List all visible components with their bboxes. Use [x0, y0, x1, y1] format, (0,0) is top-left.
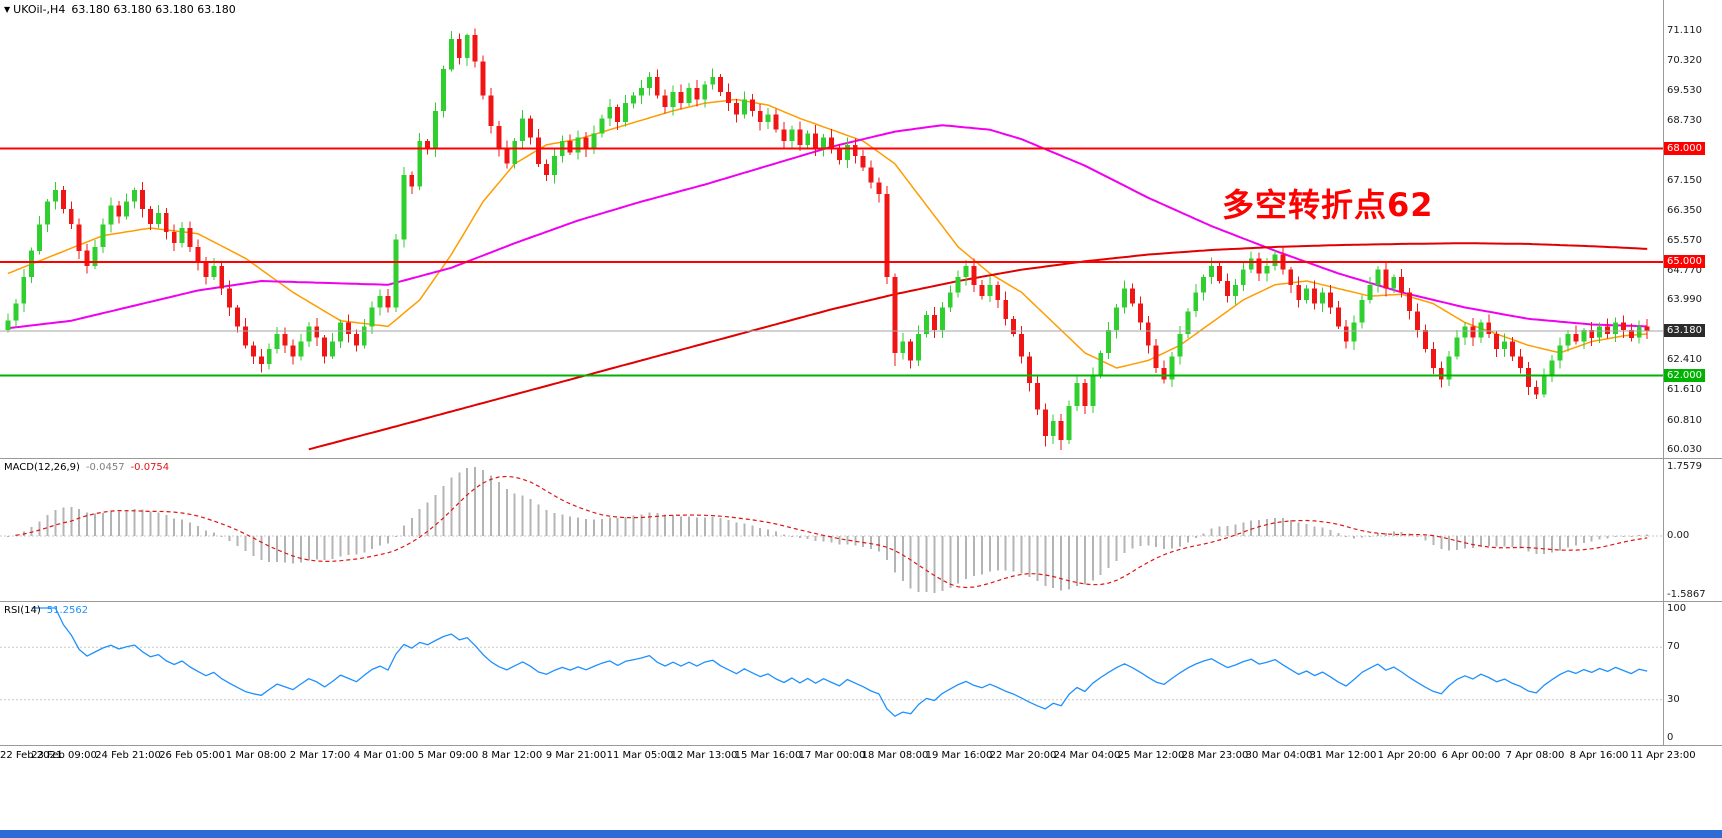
macd-panel: MACD(12,26,9) -0.0457 -0.0754 1.7579 0.00 -1… — [0, 458, 1722, 601]
price-axis-label: 61.610 — [1667, 384, 1702, 396]
rsi-line — [31, 607, 1648, 717]
time-axis-label: 11 Mar 05:00 — [606, 750, 674, 761]
ma-mid-magenta — [7, 124, 1648, 330]
time-axis-label: 6 Apr 00:00 — [1441, 750, 1501, 761]
time-axis-label: 24 Mar 04:00 — [1053, 750, 1121, 761]
macd-signal-value: -0.0754 — [130, 462, 170, 473]
time-axis-label: 30 Mar 04:00 — [1245, 750, 1313, 761]
level-price-badge: 62.000 — [1664, 368, 1705, 382]
time-axis-label: 4 Mar 01:00 — [353, 750, 415, 761]
price-axis-label: 62.410 — [1667, 354, 1702, 366]
macd-header: MACD(12,26,9) -0.0457 -0.0754 — [4, 462, 169, 473]
macd-axis-max: 1.7579 — [1667, 461, 1702, 472]
rsi-axis[interactable]: 100 70 30 0 — [1663, 602, 1722, 745]
time-axis-label: 26 Feb 05:00 — [159, 750, 225, 761]
macd-axis[interactable]: 1.7579 0.00 -1.5867 — [1663, 459, 1722, 601]
candlestick-chart[interactable] — [0, 0, 1663, 458]
time-axis-label: 8 Apr 16:00 — [1569, 750, 1629, 761]
ohlc-quotes: 63.180 63.180 63.180 63.180 — [71, 3, 236, 16]
symbol-info: ▼ UKOil-,H4 63.180 63.180 63.180 63.180 — [4, 3, 236, 16]
window-bottom-edge — [0, 830, 1722, 838]
price-axis-label: 71.110 — [1667, 25, 1702, 36]
rsi-axis-label: 30 — [1667, 693, 1680, 705]
macd-main-value: -0.0457 — [85, 462, 125, 473]
price-axis-label: 66.350 — [1667, 205, 1702, 217]
annotation-text: 多空转折点62 — [1222, 186, 1434, 224]
time-axis-label: 23 Feb 09:00 — [31, 750, 97, 761]
candles-layer — [5, 28, 1650, 451]
time-axis-label: 12 Mar 13:00 — [670, 750, 738, 761]
time-axis-label: 31 Mar 12:00 — [1309, 750, 1377, 761]
time-axis-label: 28 Mar 23:00 — [1181, 750, 1249, 761]
time-axis-label: 9 Mar 21:00 — [545, 750, 607, 761]
macd-plot[interactable] — [0, 459, 1663, 601]
hlines-layer — [0, 147, 1663, 377]
time-axis-label: 5 Mar 09:00 — [417, 750, 479, 761]
bottom-margin — [0, 765, 1722, 830]
price-axis-label: 68.730 — [1667, 115, 1702, 127]
price-axis-label: 67.150 — [1667, 174, 1702, 186]
rsi-panel: RSI(14) 51.2562 100 70 30 0 — [0, 601, 1722, 745]
price-axis-label: 63.990 — [1667, 294, 1702, 306]
ma-slow-red — [308, 242, 1648, 451]
symbol-label: UKOil-,H4 — [13, 3, 66, 16]
time-axis-label: 24 Feb 21:00 — [95, 750, 161, 761]
symbol-dropdown-icon[interactable]: ▼ — [4, 5, 11, 14]
time-axis-label: 8 Mar 12:00 — [481, 750, 543, 761]
time-axis-label: 15 Mar 16:00 — [734, 750, 802, 761]
price-axis-label: 70.320 — [1667, 54, 1702, 66]
price-axis[interactable]: 71.110 70.320 69.530 68.730 67.150 66.350 65.5… — [1663, 0, 1722, 458]
time-axis-label: 1 Apr 20:00 — [1377, 750, 1437, 761]
time-axis-label: 19 Mar 16:00 — [925, 750, 993, 761]
rsi-header: RSI(14) 51.2562 — [4, 605, 88, 616]
rsi-title: RSI(14) — [4, 605, 41, 616]
macd-histogram — [6, 467, 1649, 593]
time-axis-label: 22 Mar 20:00 — [989, 750, 1057, 761]
rsi-axis-label: 70 — [1667, 641, 1680, 653]
main-chart-panel: ▼ UKOil-,H4 63.180 63.180 63.180 63.180 多空… — [0, 0, 1722, 458]
time-axis-label: 22 Feb 2021 — [0, 750, 63, 761]
macd-axis-min: -1.5867 — [1667, 589, 1706, 600]
time-axis-label: 1 Mar 08:00 — [225, 750, 287, 761]
macd-signal-line — [15, 475, 1648, 589]
time-axis-label: 25 Mar 12:00 — [1117, 750, 1185, 761]
time-axis-label: 7 Apr 08:00 — [1505, 750, 1565, 761]
level-price-badge: 68.000 — [1664, 141, 1705, 155]
level-price-badge: 65.000 — [1664, 255, 1705, 269]
rsi-value: 51.2562 — [46, 605, 89, 616]
price-axis-label: 65.570 — [1667, 234, 1702, 246]
current-price-badge: 63.180 — [1664, 323, 1705, 337]
rsi-axis-label: 0 — [1667, 732, 1674, 743]
time-axis[interactable]: 22 Feb 2021 23 Feb 09:00 24 Feb 21:00 26 Fe… — [0, 745, 1722, 765]
price-axis-label: 60.810 — [1667, 414, 1702, 426]
rsi-axis-label: 100 — [1667, 603, 1687, 614]
time-axis-label: 2 Mar 17:00 — [289, 750, 351, 761]
macd-title: MACD(12,26,9) — [4, 462, 80, 473]
time-axis-label: 17 Mar 00:00 — [798, 750, 866, 761]
price-axis-label: 60.030 — [1667, 444, 1702, 456]
time-axis-label: 18 Mar 08:00 — [861, 750, 929, 761]
price-axis-label: 69.530 — [1667, 84, 1702, 96]
ma-fast-orange — [7, 98, 1648, 369]
macd-axis-zero: 0.00 — [1667, 529, 1690, 541]
rsi-plot[interactable] — [0, 602, 1663, 745]
price-axis-label: 64.770 — [1667, 264, 1702, 276]
time-axis-label: 11 Apr 23:00 — [1630, 750, 1696, 761]
